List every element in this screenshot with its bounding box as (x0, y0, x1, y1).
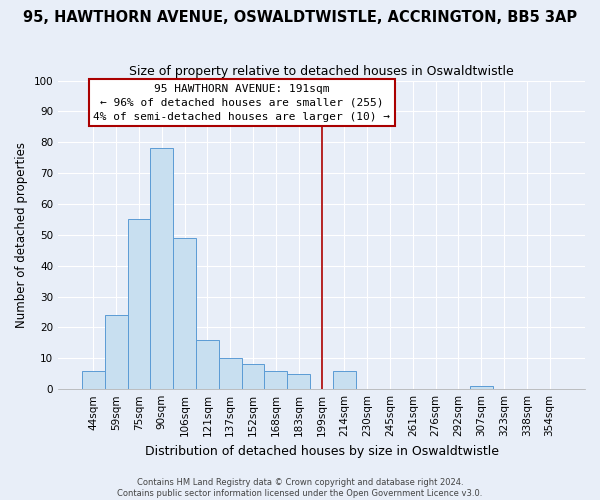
Title: Size of property relative to detached houses in Oswaldtwistle: Size of property relative to detached ho… (129, 65, 514, 78)
Bar (151, 148, 173, 389)
Bar (470, 386, 493, 389)
X-axis label: Distribution of detached houses by size in Oswaldtwistle: Distribution of detached houses by size … (145, 444, 499, 458)
Bar (82, 370, 105, 389)
Y-axis label: Number of detached properties: Number of detached properties (15, 142, 28, 328)
Bar (219, 358, 242, 389)
Bar (196, 340, 219, 389)
Bar (265, 370, 287, 389)
Bar (242, 364, 265, 389)
Bar (287, 374, 310, 389)
Bar (105, 315, 128, 389)
Text: Contains HM Land Registry data © Crown copyright and database right 2024.
Contai: Contains HM Land Registry data © Crown c… (118, 478, 482, 498)
Bar (128, 220, 151, 389)
Bar (173, 238, 196, 389)
Text: 95, HAWTHORN AVENUE, OSWALDTWISTLE, ACCRINGTON, BB5 3AP: 95, HAWTHORN AVENUE, OSWALDTWISTLE, ACCR… (23, 10, 577, 25)
Bar (333, 370, 356, 389)
Text: 95 HAWTHORN AVENUE: 191sqm
← 96% of detached houses are smaller (255)
4% of semi: 95 HAWTHORN AVENUE: 191sqm ← 96% of deta… (93, 84, 390, 122)
